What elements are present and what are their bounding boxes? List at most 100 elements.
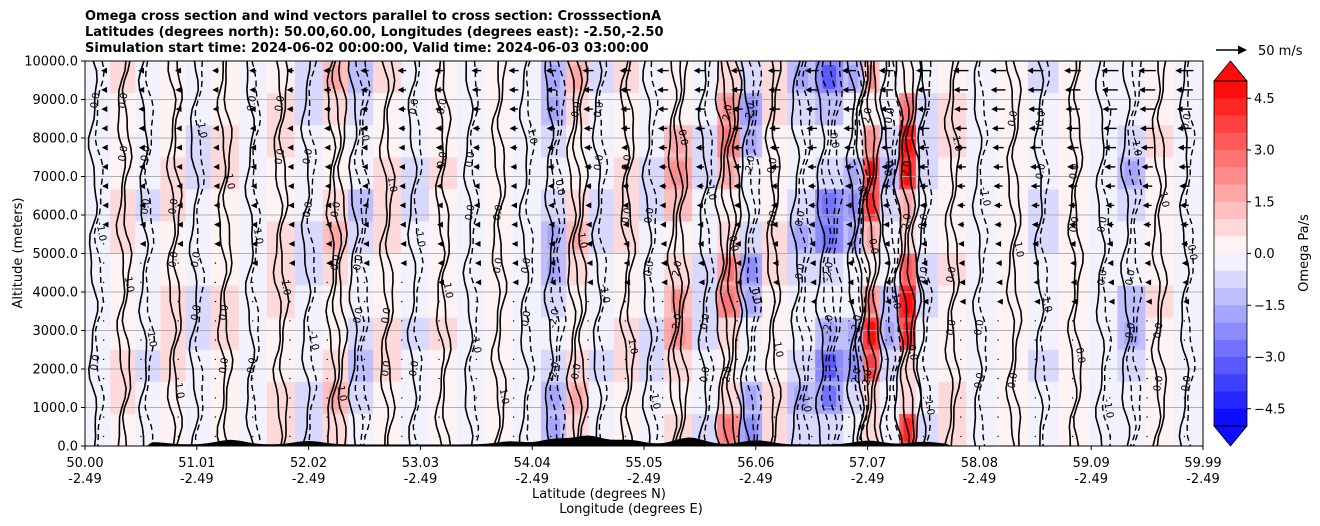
wind-vector — [657, 106, 668, 113]
contour-line — [188, 61, 200, 446]
wind-vector — [512, 300, 515, 303]
contour-label: 1.0 — [334, 385, 348, 403]
wind-vector — [548, 240, 555, 247]
wind-vector — [587, 416, 589, 418]
contour-label: 0.0 — [884, 160, 898, 178]
wind-vector — [960, 397, 962, 399]
wind-vector-head — [547, 183, 554, 190]
wind-vector — [847, 279, 854, 286]
wind-vector — [848, 320, 850, 322]
contour-label: 0.0 — [749, 288, 763, 306]
wind-vector-head — [917, 106, 923, 113]
wind-vector — [736, 300, 738, 303]
wind-vector-head — [991, 125, 998, 132]
contour-line — [165, 61, 178, 446]
omega-core — [571, 385, 583, 410]
wind-vector — [624, 397, 627, 399]
wind-vector-head — [993, 183, 1000, 190]
contour-label: -1.0 — [1101, 398, 1115, 419]
wind-vector — [550, 397, 552, 399]
contour-label: 0.0 — [676, 129, 690, 147]
wind-vector — [325, 202, 332, 209]
wind-vector — [956, 202, 965, 209]
contour-label: 0.0 — [246, 357, 260, 375]
omega-cell — [457, 157, 486, 190]
contour-negative — [795, 61, 807, 446]
wind-vector — [511, 240, 518, 247]
colorbar-segment — [1214, 357, 1247, 375]
wind-vector — [885, 339, 887, 341]
wind-vector — [586, 240, 593, 247]
omega-cell — [185, 93, 212, 126]
wind-vector-head — [991, 106, 998, 113]
wind-vector — [326, 358, 328, 361]
contour-label: 0.0 — [520, 310, 534, 328]
wind-vector-head — [844, 163, 851, 170]
wind-vector-head — [658, 163, 665, 170]
wind-vector — [214, 435, 217, 438]
contour-label: -1.0 — [194, 118, 208, 139]
omega-cell — [85, 253, 111, 287]
contour-label: 0.0 — [302, 201, 316, 219]
wind-vector — [102, 397, 105, 399]
wind-vector-head — [1027, 67, 1034, 74]
wind-vector — [1071, 320, 1074, 322]
wind-vector — [994, 202, 1002, 209]
contour-label: 0.0 — [1007, 372, 1021, 390]
wind-vector — [550, 339, 552, 341]
wind-vector-head — [770, 163, 777, 170]
omega-cell — [843, 381, 864, 415]
wind-vector-head — [398, 106, 404, 113]
wind-vector — [1146, 320, 1148, 322]
wind-vector — [805, 86, 819, 93]
wind-vector — [842, 86, 856, 93]
wind-vector — [1175, 67, 1194, 74]
contour-line — [943, 61, 955, 446]
wind-vector — [584, 144, 593, 151]
wind-vector — [509, 106, 518, 113]
wind-vector-head — [360, 106, 367, 113]
wind-vector-head — [882, 183, 888, 190]
omega-cell — [110, 189, 136, 222]
contour-line — [641, 61, 653, 446]
contour-label: 0.0 — [1007, 110, 1021, 128]
contour-label: 0.0 — [1035, 110, 1049, 128]
wind-vector — [845, 221, 852, 228]
wind-vector — [696, 183, 704, 190]
contour-label: 0.0 — [1124, 269, 1138, 287]
wind-vector-head — [586, 260, 593, 267]
wind-vector — [251, 260, 258, 267]
contour-label: 0.0 — [593, 101, 607, 119]
colorbar-extend-high — [1213, 60, 1248, 82]
contour-label: 1.0 — [497, 388, 511, 406]
wind-vector — [212, 67, 219, 74]
omega-cell — [1027, 413, 1060, 446]
wind-vector — [437, 221, 443, 228]
wind-vector-head — [846, 240, 853, 247]
wind-vector — [1034, 298, 1041, 305]
wind-vector — [547, 163, 555, 170]
wind-vector — [139, 163, 145, 170]
contour-label: 0.0 — [884, 107, 898, 125]
omega-cell — [664, 93, 693, 126]
wind-vector-head — [438, 279, 444, 286]
contour-label: 0.0 — [274, 148, 288, 166]
contour-label: 0.0 — [302, 148, 316, 166]
x-tick-label-longitude: -2.49 — [180, 472, 214, 487]
wind-vector — [1146, 397, 1148, 399]
y-tick-label: 7000.0 — [33, 170, 79, 185]
y-tick-label: 1000.0 — [33, 401, 79, 416]
wind-vector — [214, 281, 217, 284]
wind-vector — [214, 240, 221, 247]
omega-cell — [1117, 349, 1146, 383]
wind-vector — [807, 163, 817, 170]
wind-vector-head — [176, 202, 183, 209]
wind-vector — [698, 279, 705, 286]
wind-vector — [177, 416, 179, 418]
x-tick-label-longitude: -2.49 — [963, 472, 997, 487]
wind-vector — [587, 397, 589, 399]
wind-vector-head — [1180, 221, 1187, 228]
wind-vector-head — [363, 260, 370, 267]
wind-vector-head — [1071, 298, 1078, 305]
colorbar-tick-label: 1.5 — [1254, 195, 1275, 210]
